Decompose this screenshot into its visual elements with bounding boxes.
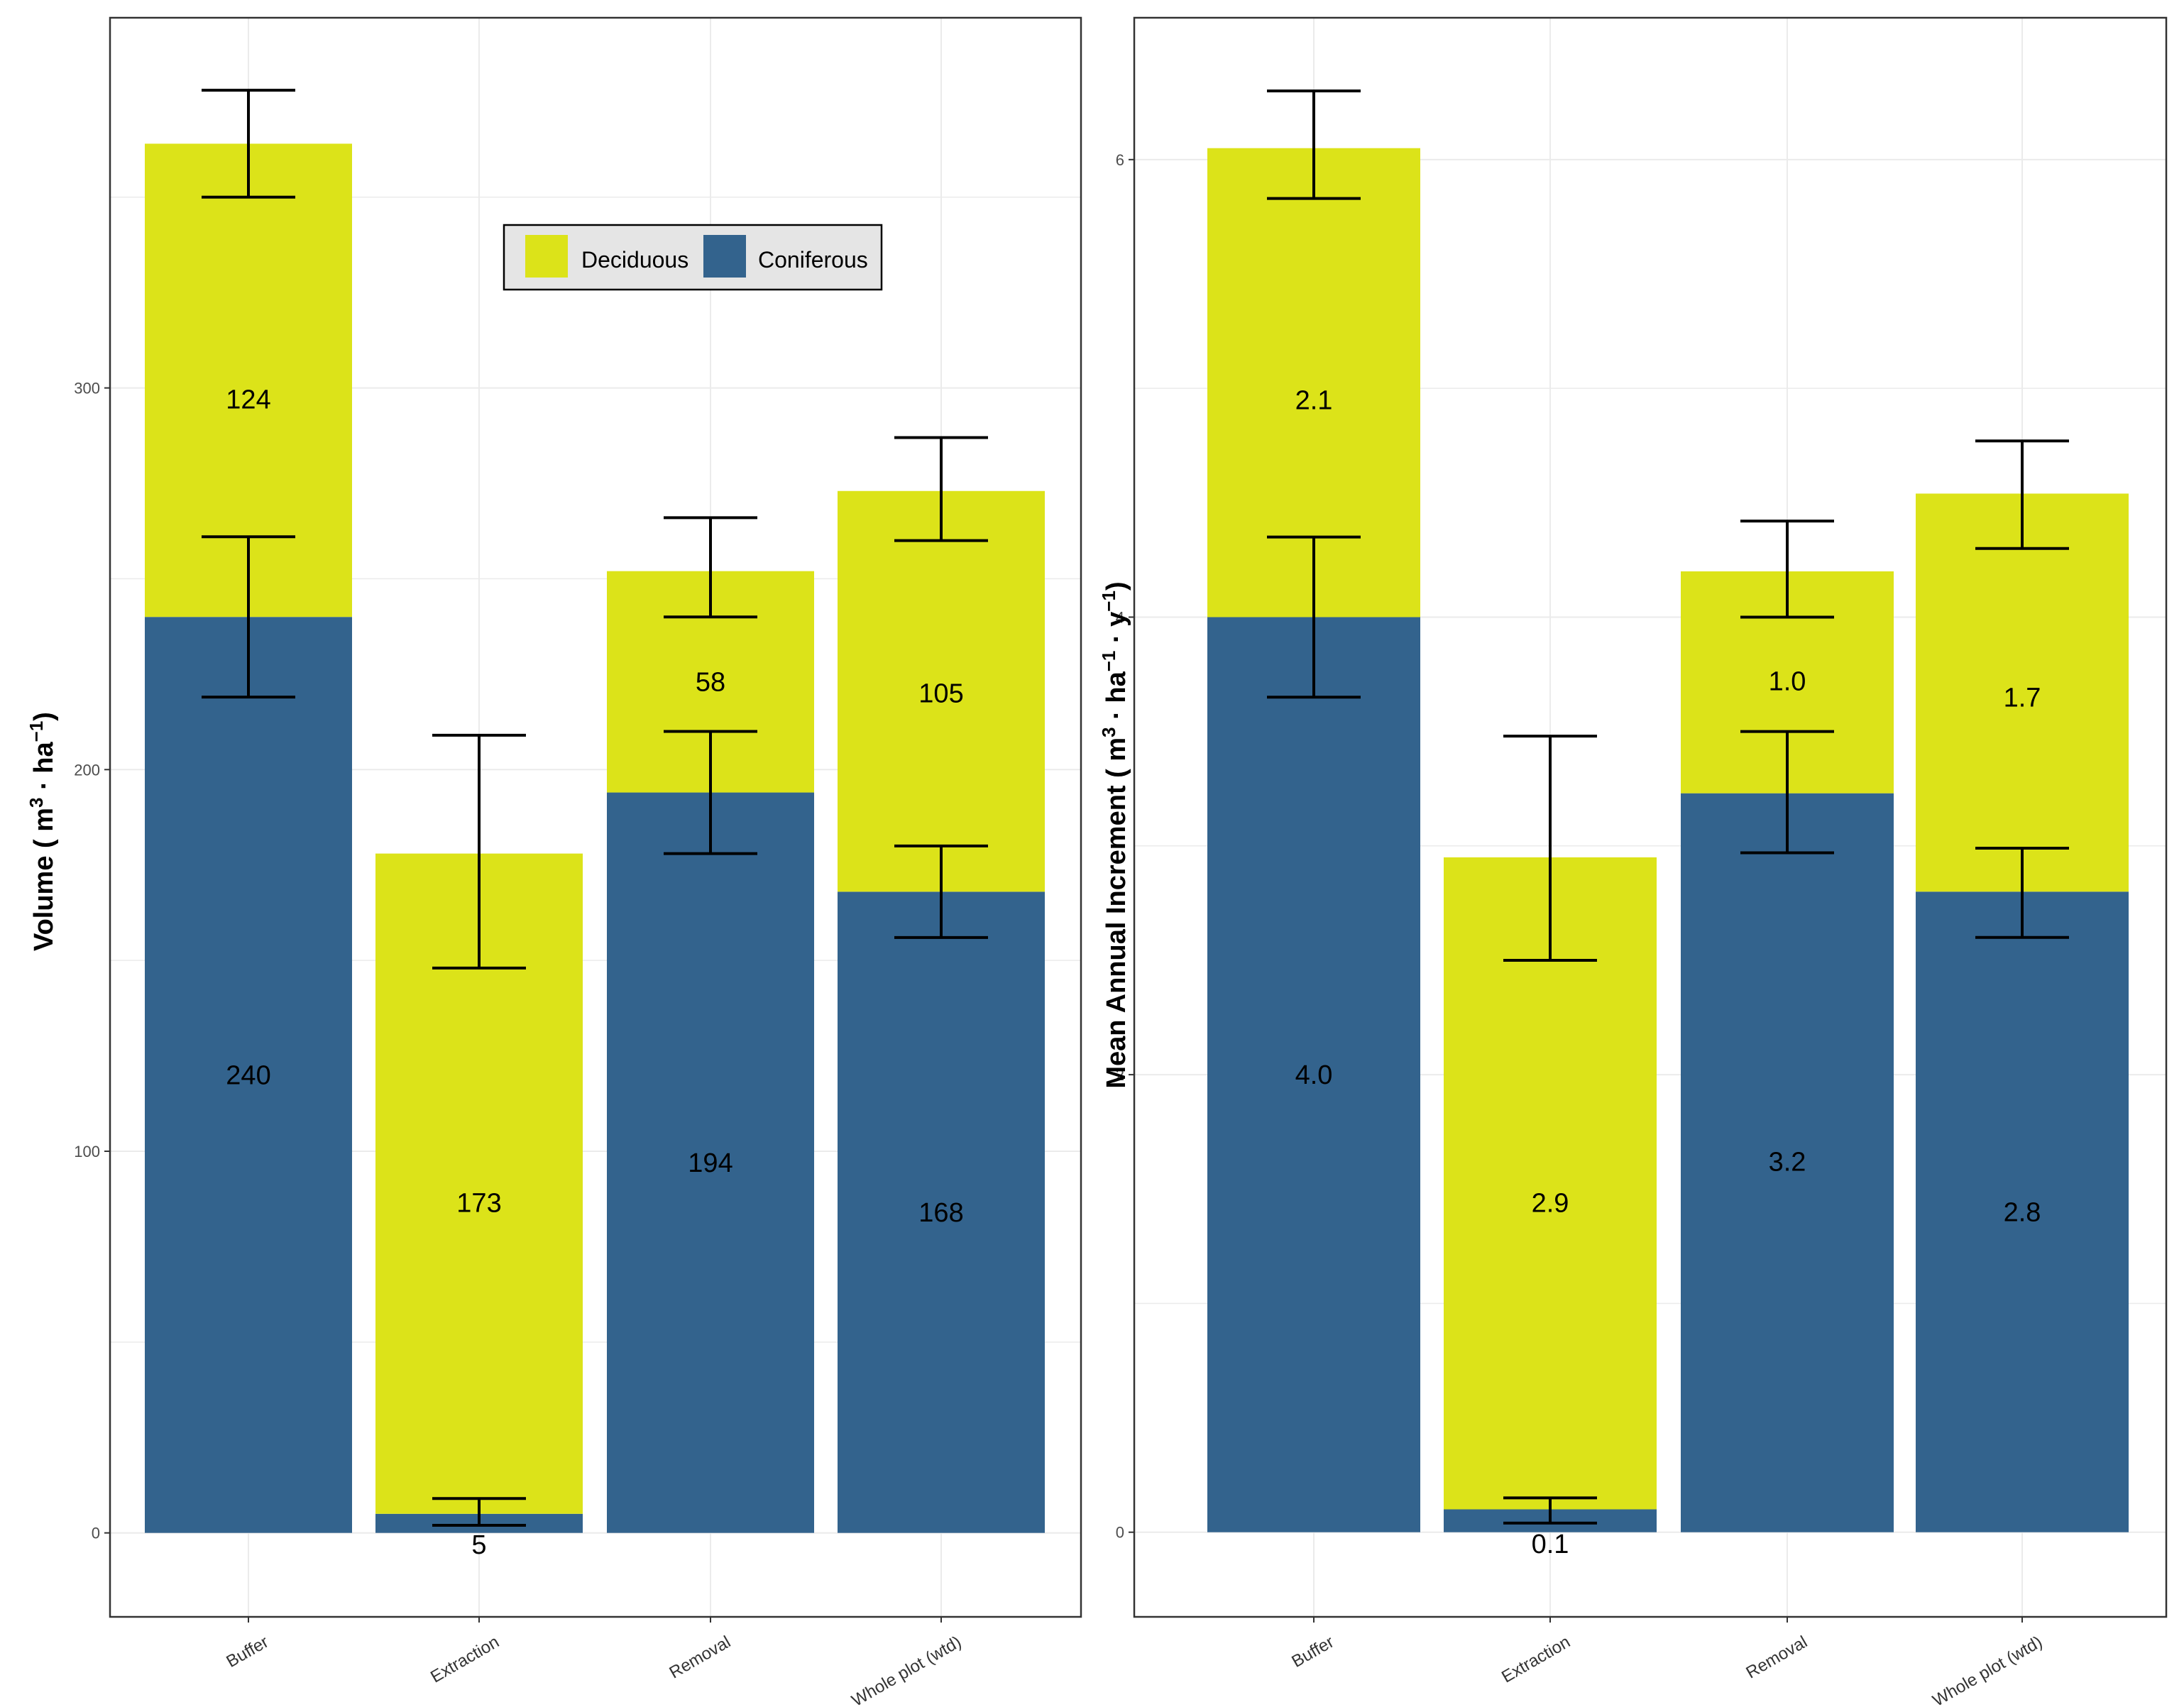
y-axis-title-superscript: −1 bbox=[1098, 591, 1119, 612]
bar-coniferous bbox=[145, 617, 352, 1533]
y-axis-title-part: ) bbox=[29, 712, 59, 721]
data-label-coniferous: 194 bbox=[688, 1148, 732, 1178]
y-axis-title-part: Mean Annual Increment ( m bbox=[1102, 737, 1131, 1089]
bar-deciduous bbox=[1444, 857, 1657, 1510]
x-tick-label: Buffer bbox=[223, 1632, 272, 1672]
data-label-deciduous: 1.0 bbox=[1769, 667, 1806, 697]
y-tick-label: 2 bbox=[1116, 1066, 1124, 1084]
data-label-coniferous: 0.1 bbox=[1532, 1530, 1569, 1559]
bar-coniferous bbox=[1681, 793, 1894, 1532]
chart-panel-1: 240 124 5 173 194 58 168 105 0 100 200 300 Buffer Ext… bbox=[26, 16, 1082, 1707]
bar-deciduous bbox=[838, 490, 1045, 892]
y-axis-title-part: ) bbox=[1102, 581, 1131, 591]
panel-border bbox=[1133, 16, 2168, 1618]
y-tick-label: 0 bbox=[1116, 1524, 1124, 1542]
y-tick-label: 300 bbox=[74, 380, 100, 397]
x-tick-label: Extraction bbox=[427, 1632, 503, 1687]
y-axis-title: Mean Annual Increment ( m3 · ha−1 · y−1) bbox=[1098, 581, 1131, 1088]
data-label-deciduous: 173 bbox=[456, 1189, 501, 1219]
data-label-coniferous: 2.8 bbox=[2004, 1197, 2041, 1227]
y-tick-label: 100 bbox=[74, 1143, 100, 1160]
legend: Deciduous Coniferous bbox=[503, 224, 883, 291]
bar-coniferous bbox=[1207, 617, 1420, 1532]
legend-swatch-coniferous bbox=[703, 235, 746, 278]
legend-label-coniferous: Coniferous bbox=[758, 247, 868, 273]
bar-coniferous bbox=[838, 891, 1045, 1533]
data-label-coniferous: 168 bbox=[918, 1198, 963, 1228]
y-axis-title-superscript: −1 bbox=[1098, 651, 1119, 672]
bar-coniferous bbox=[1916, 891, 2129, 1532]
y-axis-title-part: Volume ( m bbox=[29, 808, 59, 951]
y-tick-label: 4 bbox=[1116, 608, 1124, 626]
data-label-deciduous: 1.7 bbox=[2004, 683, 2041, 713]
y-axis-title-part: · y bbox=[1102, 612, 1131, 651]
y-axis-title-part: · ha bbox=[29, 742, 59, 798]
y-tick-label: 200 bbox=[74, 761, 100, 779]
x-tick-label: Extraction bbox=[1498, 1632, 1574, 1687]
legend-swatch-deciduous bbox=[525, 235, 568, 278]
chart-panel-2: 4.0 2.1 0.1 2.9 3.2 1.0 2.8 1.7 0 2 4 6 Buffer Extrac… bbox=[1098, 16, 2168, 1707]
x-tick-label: Buffer bbox=[1288, 1632, 1337, 1672]
x-tick-label: Whole plot (wtd) bbox=[1929, 1632, 2046, 1707]
y-axis-title: Volume ( m3 · ha−1) bbox=[26, 712, 59, 951]
data-label-coniferous: 4.0 bbox=[1295, 1060, 1333, 1090]
bar-coniferous bbox=[607, 792, 814, 1533]
x-tick-label: Removal bbox=[1743, 1632, 1811, 1683]
data-label-deciduous: 105 bbox=[918, 679, 963, 709]
data-label-coniferous: 240 bbox=[226, 1060, 270, 1090]
data-label-deciduous: 58 bbox=[696, 668, 725, 698]
data-label-deciduous: 124 bbox=[226, 385, 270, 415]
y-axis-title-part: · ha bbox=[1102, 671, 1131, 727]
data-label-coniferous: 3.2 bbox=[1769, 1148, 1806, 1178]
data-label-deciduous: 2.1 bbox=[1295, 385, 1333, 415]
legend-label-deciduous: Deciduous bbox=[581, 247, 688, 273]
data-label-coniferous: 5 bbox=[471, 1530, 486, 1560]
y-axis-title-superscript: −1 bbox=[26, 721, 47, 742]
data-label-deciduous: 2.9 bbox=[1532, 1189, 1569, 1219]
y-tick-label: 6 bbox=[1116, 151, 1124, 169]
x-tick-label: Whole plot (wtd) bbox=[848, 1632, 965, 1707]
y-tick-label: 0 bbox=[92, 1525, 100, 1542]
x-tick-label: Removal bbox=[666, 1632, 734, 1683]
panel-border bbox=[109, 16, 1082, 1618]
bar-deciduous bbox=[1916, 493, 2129, 892]
y-axis-title-superscript: 3 bbox=[1098, 727, 1119, 737]
y-axis-title-superscript: 3 bbox=[26, 797, 47, 807]
